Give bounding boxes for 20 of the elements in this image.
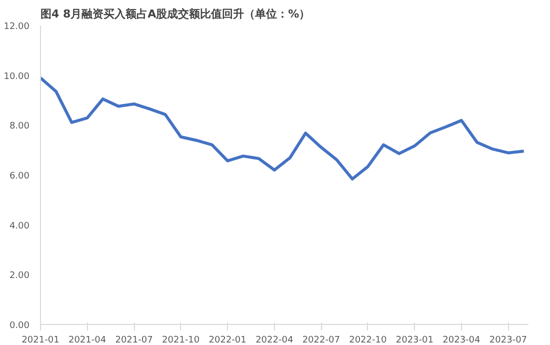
x-tick-label: 2021-07 bbox=[115, 336, 153, 345]
x-tick-label: 2022-07 bbox=[302, 336, 340, 345]
y-tick-label: 8.00 bbox=[9, 122, 30, 132]
x-tick-label: 2022-10 bbox=[349, 336, 387, 345]
y-tick-label: 12.00 bbox=[4, 22, 30, 32]
y-tick-label: 0.00 bbox=[9, 321, 30, 331]
x-tick-label: 2022-04 bbox=[256, 336, 294, 345]
y-tick-label: 10.00 bbox=[4, 72, 30, 82]
x-tick-label: 2021-10 bbox=[162, 336, 200, 345]
x-tick-label: 2021-04 bbox=[68, 336, 106, 345]
chart-title: 图4 8月融资买入额占A股成交额比值回升（单位：%） bbox=[40, 8, 310, 20]
y-tick-label: 4.00 bbox=[9, 221, 30, 232]
y-tick-label: 2.00 bbox=[9, 271, 30, 282]
x-tick-label: 2022-01 bbox=[208, 336, 246, 345]
x-tick-label: 2023-07 bbox=[489, 336, 528, 345]
y-tick-label: 6.00 bbox=[9, 172, 30, 182]
x-tick-label: 2023-01 bbox=[396, 336, 434, 345]
x-tick-label: 2021-01 bbox=[22, 336, 60, 345]
x-tick-label: 2023-04 bbox=[442, 336, 481, 345]
line-series bbox=[40, 76, 526, 180]
